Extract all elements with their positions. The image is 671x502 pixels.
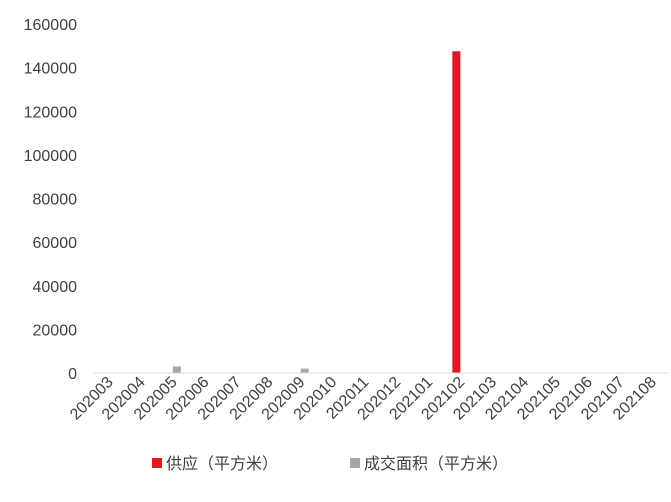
y-tick-label: 0 xyxy=(68,366,77,383)
x-axis-ticks: 2020032020042020052020062020072020082020… xyxy=(67,374,660,424)
bars xyxy=(172,51,461,373)
bar-transaction-area-202009 xyxy=(300,368,309,373)
bar-transaction-area-202005 xyxy=(172,366,181,373)
legend-swatch-transaction-area xyxy=(350,458,360,468)
legend: 供应（平方米） 成交面积（平方米） xyxy=(152,454,508,473)
legend-label-transaction-area: 成交面积（平方米） xyxy=(364,454,508,473)
y-tick-label: 40000 xyxy=(33,279,78,296)
y-tick-label: 160000 xyxy=(24,17,77,34)
y-tick-label: 20000 xyxy=(33,322,78,339)
legend-label-supply: 供应（平方米） xyxy=(166,454,278,473)
y-tick-label: 80000 xyxy=(33,192,78,209)
y-axis-ticks: 0 20000 40000 60000 80000 100000 120000 140000 1… xyxy=(24,17,77,383)
legend-swatch-supply xyxy=(152,458,162,468)
bar-supply-202102 xyxy=(452,51,461,373)
y-tick-label: 140000 xyxy=(24,61,77,78)
y-tick-label: 120000 xyxy=(24,104,77,121)
y-tick-label: 100000 xyxy=(24,148,77,165)
y-tick-label: 60000 xyxy=(33,235,78,252)
